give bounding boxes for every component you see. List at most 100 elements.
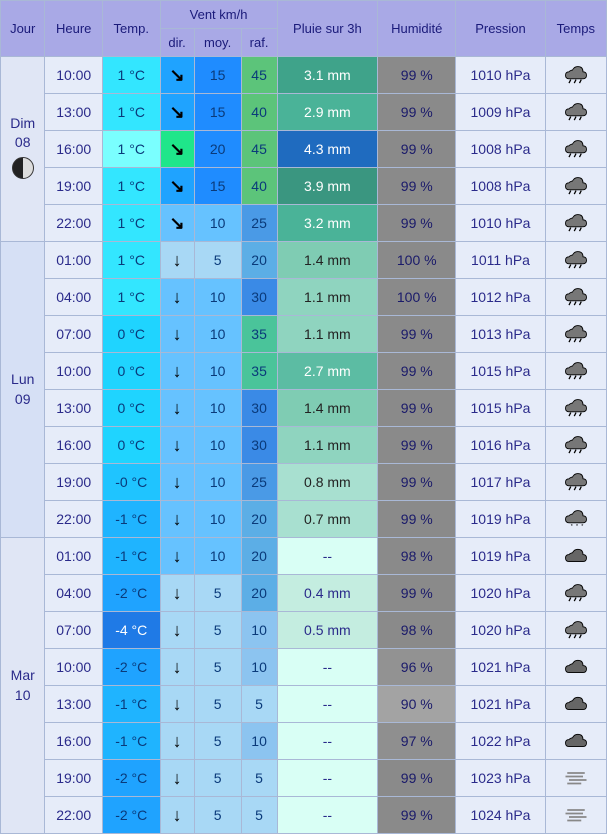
temps-cell (545, 316, 606, 353)
heure-cell: 04:00 (45, 575, 103, 612)
wind-dir-cell: ↓ (160, 760, 194, 797)
wind-raf-cell: 35 (241, 316, 277, 353)
moon-phase-icon (12, 157, 34, 179)
wind-moy-cell: 5 (194, 242, 241, 279)
fog-icon (562, 766, 590, 788)
table-row: 07:00-4 °C↓5100.5 mm98 %1020 hPa (1, 612, 607, 649)
temp-cell: 0 °C (102, 427, 160, 464)
heure-cell: 07:00 (45, 612, 103, 649)
temp-cell: -1 °C (102, 538, 160, 575)
humidite-cell: 99 % (378, 390, 456, 427)
wind-arrow-icon: ↓ (173, 287, 182, 308)
temp-cell: -0 °C (102, 464, 160, 501)
temp-cell: -2 °C (102, 575, 160, 612)
day-cell: Dim08 (1, 57, 45, 242)
table-row: 16:00-1 °C↓510--97 %1022 hPa (1, 723, 607, 760)
pression-cell: 1013 hPa (456, 316, 545, 353)
temps-cell (545, 279, 606, 316)
table-row: 19:00-0 °C↓10250.8 mm99 %1017 hPa (1, 464, 607, 501)
heure-cell: 10:00 (45, 353, 103, 390)
temps-cell (545, 131, 606, 168)
table-row: 07:000 °C↓10351.1 mm99 %1013 hPa (1, 316, 607, 353)
pression-cell: 1011 hPa (456, 242, 545, 279)
temp-cell: -2 °C (102, 649, 160, 686)
wind-raf-cell: 25 (241, 464, 277, 501)
heure-cell: 22:00 (45, 205, 103, 242)
wind-raf-cell: 30 (241, 279, 277, 316)
table-header: Jour Heure Temp. Vent km/h Pluie sur 3h … (1, 1, 607, 57)
temps-cell: *** (545, 501, 606, 538)
pression-cell: 1023 hPa (456, 760, 545, 797)
wind-moy-cell: 5 (194, 686, 241, 723)
table-row: Dim0810:001 °C↘15453.1 mm99 %1010 hPa (1, 57, 607, 94)
humidite-cell: 99 % (378, 316, 456, 353)
rain-icon (562, 285, 590, 307)
wind-dir-cell: ↓ (160, 242, 194, 279)
temps-cell (545, 94, 606, 131)
pluie-cell: -- (277, 760, 378, 797)
wind-raf-cell: 20 (241, 242, 277, 279)
pluie-cell: 1.1 mm (277, 316, 378, 353)
pression-cell: 1015 hPa (456, 353, 545, 390)
rain-icon (562, 174, 590, 196)
pluie-cell: -- (277, 797, 378, 834)
temp-cell: 1 °C (102, 168, 160, 205)
temp-cell: -1 °C (102, 501, 160, 538)
humidite-cell: 99 % (378, 760, 456, 797)
table-body: Dim0810:001 °C↘15453.1 mm99 %1010 hPa 13:… (1, 57, 607, 834)
wind-moy-cell: 15 (194, 94, 241, 131)
pluie-cell: 1.1 mm (277, 427, 378, 464)
table-row: 16:001 °C↘20454.3 mm99 %1008 hPa (1, 131, 607, 168)
wind-moy-cell: 10 (194, 353, 241, 390)
temp-cell: 1 °C (102, 131, 160, 168)
temp-cell: -4 °C (102, 612, 160, 649)
temp-cell: -2 °C (102, 760, 160, 797)
header-dir: dir. (160, 29, 194, 57)
header-pression: Pression (456, 1, 545, 57)
temps-cell (545, 797, 606, 834)
wind-raf-cell: 5 (241, 797, 277, 834)
wind-dir-cell: ↓ (160, 464, 194, 501)
temp-cell: 1 °C (102, 205, 160, 242)
table-row: Mar1001:00-1 °C↓1020--98 %1019 hPa (1, 538, 607, 575)
header-pluie: Pluie sur 3h (277, 1, 378, 57)
wind-raf-cell: 20 (241, 501, 277, 538)
wind-raf-cell: 20 (241, 538, 277, 575)
heure-cell: 22:00 (45, 501, 103, 538)
heure-cell: 19:00 (45, 760, 103, 797)
wind-arrow-icon: ↘ (170, 213, 185, 234)
humidite-cell: 96 % (378, 649, 456, 686)
wind-arrow-icon: ↓ (173, 805, 182, 826)
wind-arrow-icon: ↘ (170, 176, 185, 197)
pression-cell: 1019 hPa (456, 501, 545, 538)
wind-raf-cell: 25 (241, 205, 277, 242)
wind-raf-cell: 45 (241, 131, 277, 168)
wind-moy-cell: 20 (194, 131, 241, 168)
wind-dir-cell: ↓ (160, 797, 194, 834)
heure-cell: 22:00 (45, 797, 103, 834)
header-temps: Temps (545, 1, 606, 57)
header-raf: raf. (241, 29, 277, 57)
weather-table: Jour Heure Temp. Vent km/h Pluie sur 3h … (0, 0, 607, 834)
heure-cell: 04:00 (45, 279, 103, 316)
temps-cell (545, 649, 606, 686)
wind-moy-cell: 5 (194, 723, 241, 760)
wind-dir-cell: ↓ (160, 575, 194, 612)
wind-moy-cell: 10 (194, 501, 241, 538)
pression-cell: 1016 hPa (456, 427, 545, 464)
heure-cell: 10:00 (45, 57, 103, 94)
table-row: 19:001 °C↘15403.9 mm99 %1008 hPa (1, 168, 607, 205)
wind-moy-cell: 5 (194, 612, 241, 649)
heure-cell: 13:00 (45, 390, 103, 427)
pluie-cell: 1.4 mm (277, 390, 378, 427)
pluie-cell: 2.7 mm (277, 353, 378, 390)
temps-cell (545, 353, 606, 390)
heure-cell: 01:00 (45, 538, 103, 575)
pluie-cell: 3.2 mm (277, 205, 378, 242)
wind-dir-cell: ↓ (160, 538, 194, 575)
cloud-icon (562, 544, 590, 566)
pluie-cell: 1.1 mm (277, 279, 378, 316)
table-row: 10:000 °C↓10352.7 mm99 %1015 hPa (1, 353, 607, 390)
pluie-cell: 1.4 mm (277, 242, 378, 279)
wind-arrow-icon: ↓ (173, 694, 182, 715)
